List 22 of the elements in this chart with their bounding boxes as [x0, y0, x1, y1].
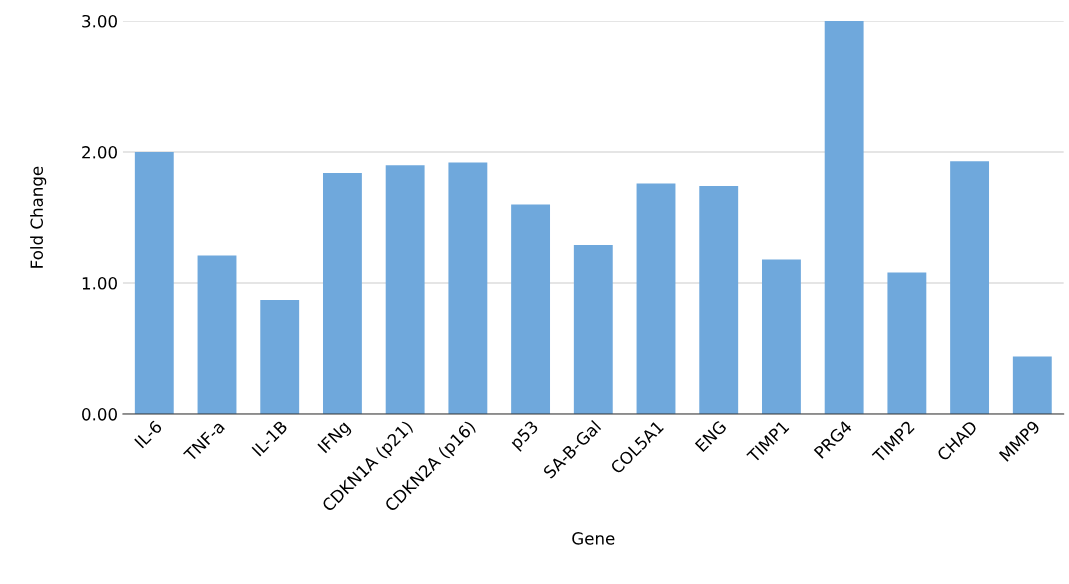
bar [322, 173, 362, 415]
y-tick-label: 2.00 [82, 146, 117, 159]
bar [385, 165, 425, 415]
bar [134, 152, 174, 415]
bar [260, 300, 300, 415]
bar [573, 245, 613, 415]
x-tick-label: IL-6 [134, 419, 163, 449]
bar [1012, 356, 1052, 415]
y-tick-label: 3.00 [82, 14, 117, 28]
bar [511, 204, 551, 415]
y-tick-label: 1.00 [82, 277, 117, 290]
bar [699, 186, 739, 415]
bar [197, 255, 237, 415]
bar [636, 183, 676, 415]
y-tick-label: 0.00 [82, 408, 117, 421]
bar [887, 272, 927, 415]
bar [824, 21, 864, 415]
bar [762, 259, 801, 415]
bar [448, 162, 488, 415]
x-axis-title: Gene [572, 532, 615, 545]
bar [950, 161, 990, 415]
y-axis-title: Fold Change [30, 166, 47, 268]
